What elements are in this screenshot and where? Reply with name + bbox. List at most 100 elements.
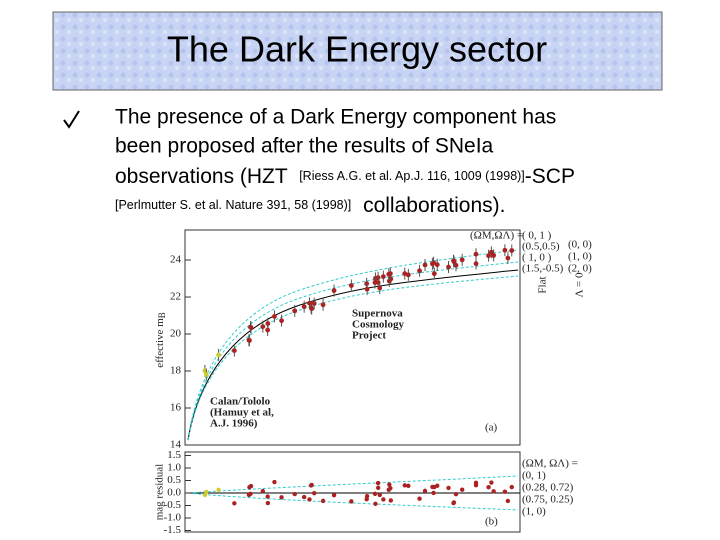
- y-tick-label: 1.0: [167, 462, 181, 474]
- figure-point: [430, 261, 435, 267]
- legend-entry: ( 1, 0 ): [522, 252, 552, 264]
- figure-point: [248, 491, 253, 497]
- figure-point: [473, 261, 479, 267]
- legend-entry: (2, 0): [568, 263, 592, 275]
- figure-point: [231, 348, 237, 353]
- figure-point: [265, 494, 270, 499]
- figure-point: [204, 489, 209, 495]
- figure-point: [432, 484, 437, 490]
- citation: [Perlmutter S. et al. Nature 391, 58 (19…: [115, 198, 351, 212]
- y-tick-label: 0.0: [167, 487, 181, 499]
- figure-point: [248, 483, 254, 489]
- legend-entry: (0.28, 0.72): [522, 482, 574, 494]
- figure-point: [451, 259, 457, 264]
- figure-point: [248, 325, 254, 330]
- body-run: -SCP: [525, 165, 575, 188]
- body-line: [Perlmutter S. et al. Nature 391, 58 (19…: [115, 194, 505, 217]
- figure-point: [422, 488, 428, 494]
- y-axis-label-sub: B: [157, 312, 167, 318]
- figure-point: [364, 494, 370, 499]
- figure-point: [431, 271, 437, 277]
- figure-point: [446, 485, 451, 491]
- figure-point: [431, 490, 436, 496]
- figure-point: [372, 280, 378, 285]
- figure-point: [301, 304, 307, 310]
- figure-point: [272, 314, 277, 319]
- y-tick-label: 1.5: [167, 449, 181, 461]
- figure-point: [292, 308, 298, 314]
- figure-point: [422, 262, 428, 268]
- figure-point: [307, 497, 312, 502]
- panel-b-frame: [184, 451, 521, 533]
- figure-point: [486, 253, 491, 259]
- figure-point: [451, 500, 457, 505]
- legend-entry: ( 0, 1 ): [522, 230, 552, 242]
- model-curve: [187, 492, 519, 511]
- figure-point: [307, 300, 312, 306]
- y-axis-label: effective mB: [154, 312, 168, 368]
- figure-point: [502, 247, 508, 253]
- figure-point: [473, 483, 479, 488]
- legend-entry: (0, 0): [568, 239, 592, 251]
- check-bullet: [63, 110, 80, 129]
- figure-point: [373, 501, 378, 506]
- figure-point: [473, 251, 479, 257]
- figure-point: [309, 482, 314, 488]
- figure-point: [491, 489, 496, 494]
- legend-entry: (1, 0): [522, 506, 546, 518]
- figure-point: [301, 494, 307, 500]
- annotation: Cosmology: [352, 319, 404, 331]
- panel-label: (a): [485, 422, 498, 434]
- y-tick-label: 0.5: [167, 474, 181, 486]
- figure-point: [459, 257, 465, 263]
- figure-point: [216, 487, 221, 493]
- residual-label: mag residual: [154, 464, 166, 521]
- figure-point: [260, 324, 266, 330]
- body-run: observations (HZT: [115, 165, 288, 188]
- title-box: [52, 11, 663, 91]
- figure-point: [453, 262, 459, 268]
- y-tick-label: 16: [170, 402, 182, 414]
- figure-point: [203, 372, 209, 377]
- y-tick-label: 24: [170, 254, 182, 266]
- model-curve: [187, 261, 519, 441]
- figure-point: [377, 285, 383, 291]
- figure-point: [417, 268, 422, 274]
- annotation: A.J. 1996): [210, 418, 258, 430]
- figure-point: [388, 498, 394, 503]
- figure-point: [417, 496, 422, 501]
- figure-point: [505, 498, 511, 504]
- figure-point: [387, 482, 392, 487]
- figure-point: [331, 288, 337, 293]
- figure: 14 16 18 20 22 24 1.51.00.50.0-0.5-1.0-1.5 effe…: [154, 229, 592, 536]
- y-tick-label: 20: [170, 328, 182, 340]
- citation: [Riess A.G. et al. Ap.J. 116, 1009 (1998…: [299, 169, 525, 183]
- annotation: Supernova: [352, 308, 403, 320]
- figure-point: [232, 501, 237, 506]
- legend-lambda: Λ = 0: [574, 272, 586, 297]
- figure-point: [372, 491, 378, 497]
- panel-a-frame: [184, 229, 521, 446]
- legend-entry: (0.75, 0.25): [522, 494, 574, 506]
- figure-point: [402, 271, 408, 277]
- annotation: (Hamuy et al,: [210, 407, 274, 419]
- figure-point: [292, 491, 297, 497]
- figure-point: [386, 487, 391, 493]
- figure-point: [348, 283, 354, 288]
- y-tick-label: 18: [170, 365, 182, 377]
- figure-point: [489, 480, 494, 485]
- annotation: Project: [352, 330, 386, 342]
- y-tick-label: 14: [170, 439, 182, 451]
- figure-point: [377, 492, 382, 498]
- model-curve: [187, 275, 519, 441]
- legend-entry: (0.5,0.5): [522, 241, 560, 253]
- figure-point: [446, 264, 451, 270]
- legend-flat: Flat: [537, 276, 549, 293]
- y-tick-label: -1.0: [164, 512, 182, 524]
- annotation: Calan/Tololo: [210, 396, 271, 408]
- figure-point: [309, 306, 315, 312]
- figure-point: [279, 495, 284, 500]
- figure-point: [502, 489, 508, 494]
